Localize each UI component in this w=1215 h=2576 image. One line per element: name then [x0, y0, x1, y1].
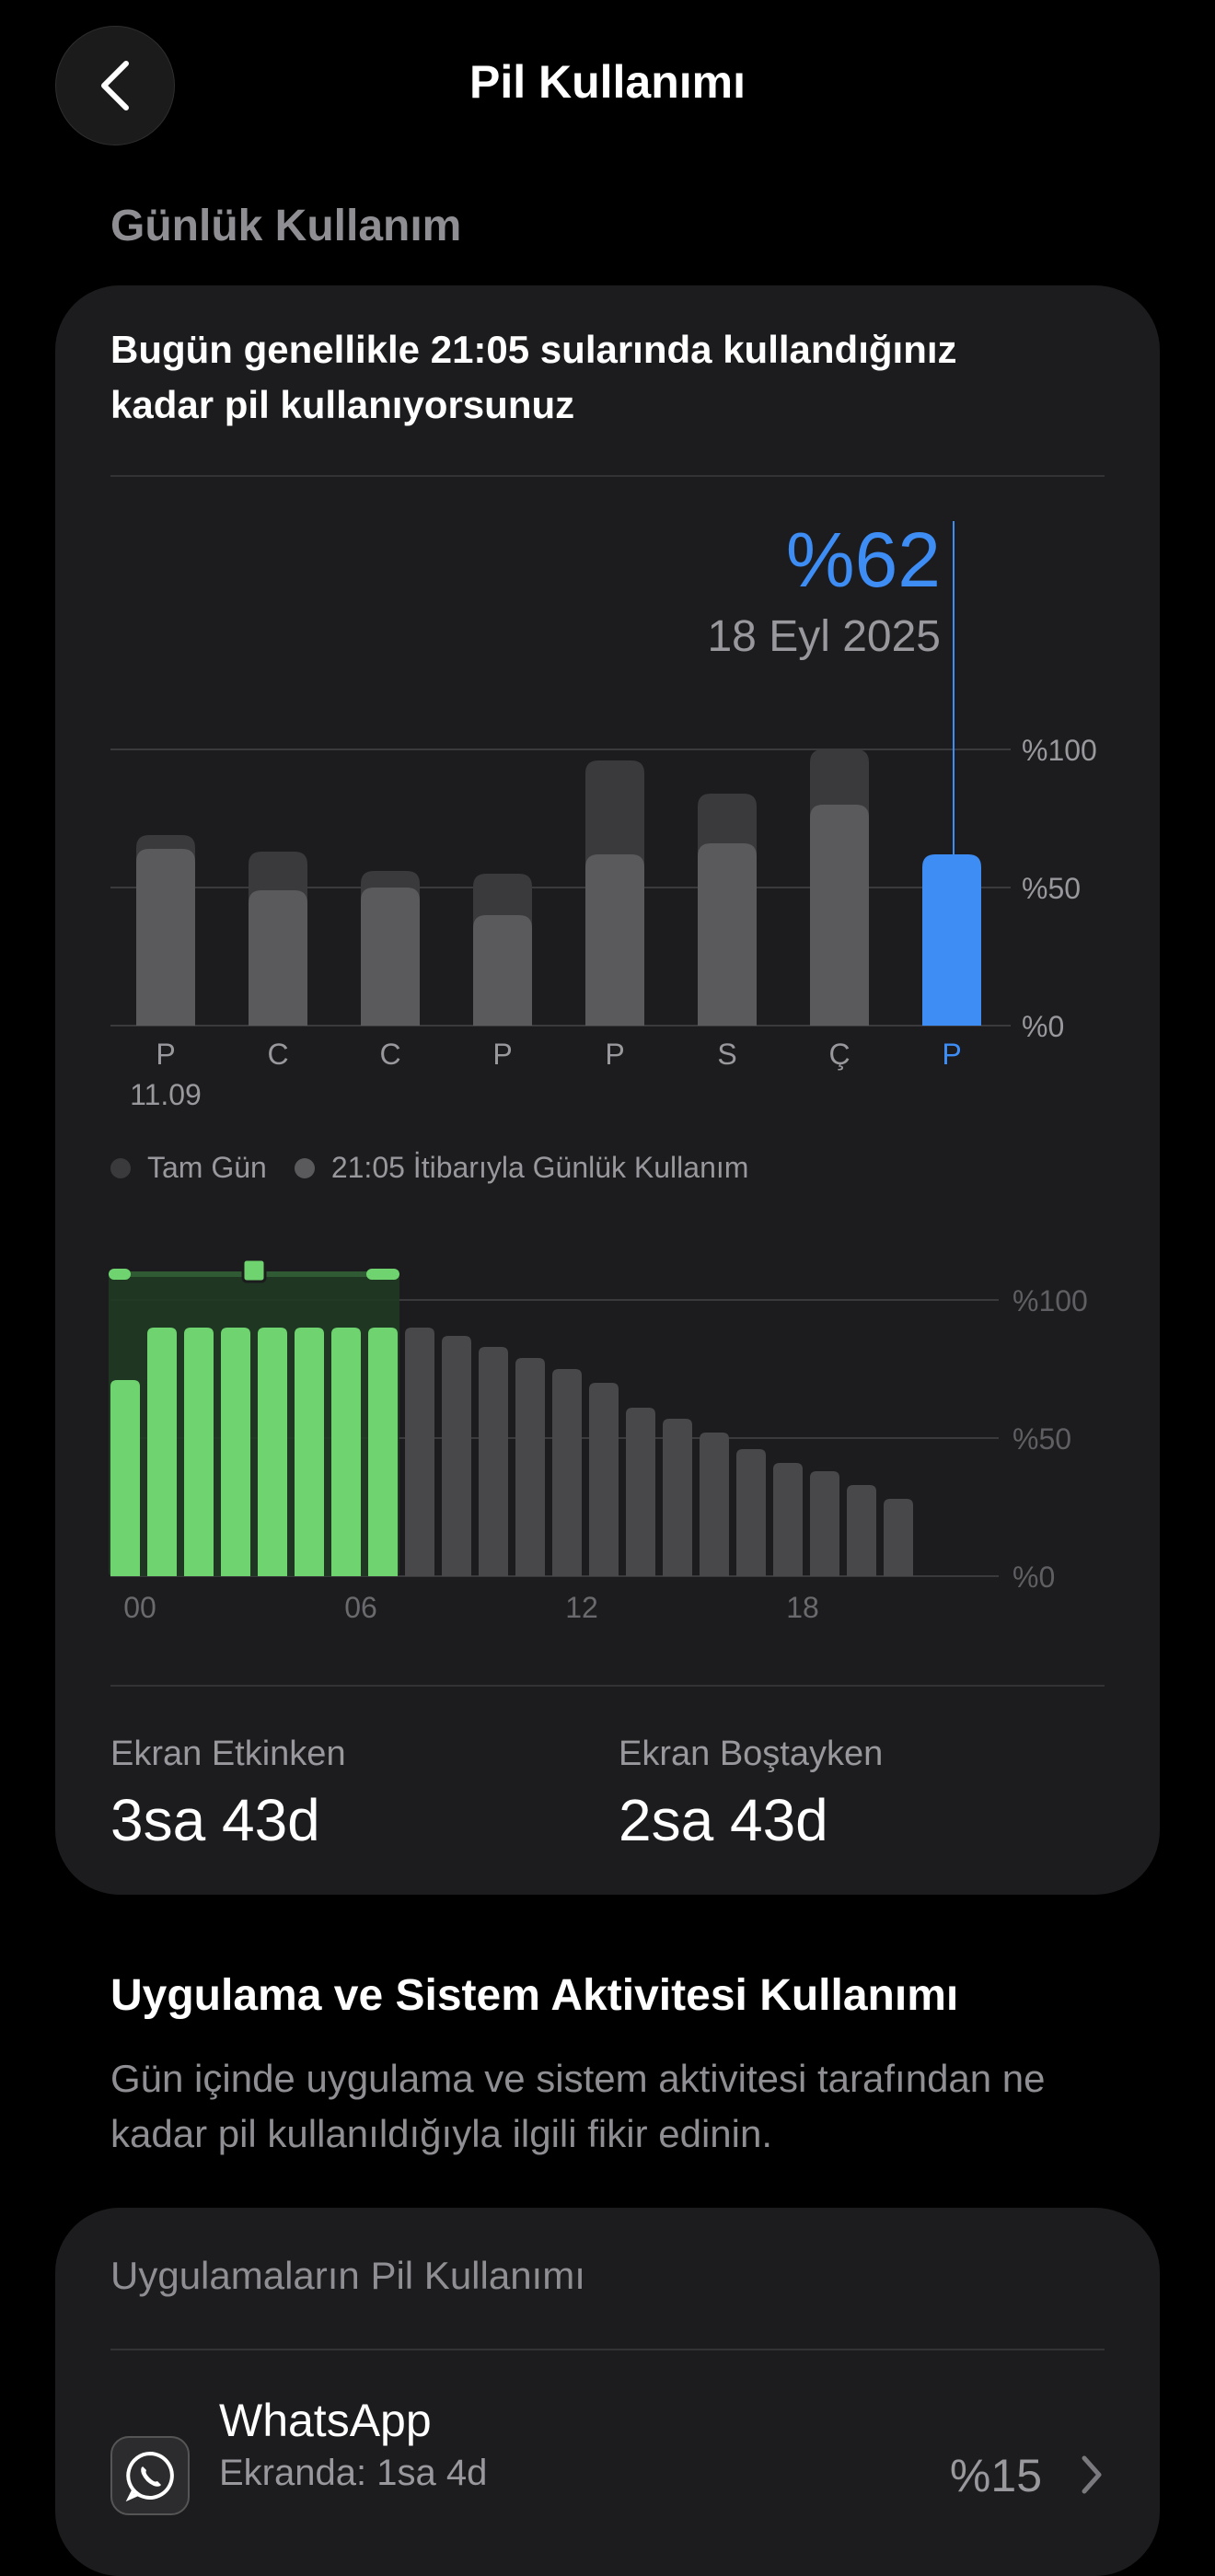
hourly-bar [626, 1408, 655, 1576]
hourly-bar [405, 1328, 434, 1576]
usage-headline: Bugün genellikle 21:05 sularında kulland… [110, 328, 957, 426]
legend-dot-partial [294, 1157, 315, 1178]
x-tick-label: 06 [344, 1591, 377, 1624]
weekly-usage-chart[interactable]: %100 %50 %0 P 11.09 C C P P S Ç P [0, 516, 1215, 1123]
divider [110, 2349, 1105, 2350]
screen-on-label: Ekran Etkinken [110, 1735, 346, 1773]
selected-day-percent: %62 [785, 516, 941, 603]
partial-usage-bar [361, 888, 420, 1026]
hourly-bar-selected [331, 1328, 361, 1576]
hourly-bar [479, 1347, 508, 1576]
y-tick-label: %0 [1012, 1561, 1055, 1594]
x-tick-label: P [605, 1038, 624, 1071]
y-tick-label: %0 [1022, 1010, 1064, 1043]
chevron-left-icon [101, 61, 129, 110]
selection-handle-right [366, 1269, 399, 1280]
legend-label-full-day: Tam Gün [147, 1151, 267, 1184]
hourly-bar-selected [221, 1328, 250, 1576]
hourly-bar-selected [110, 1380, 140, 1576]
hourly-bar [773, 1463, 803, 1576]
x-tick-label: P [156, 1038, 175, 1071]
legend-dot-full-day [110, 1157, 131, 1178]
legend-item-full-day: Tam Gün [110, 1151, 267, 1185]
selection-range-background [109, 1274, 399, 1576]
y-tick-label: %100 [1012, 1284, 1088, 1317]
divider [110, 475, 1105, 477]
hourly-bar [442, 1336, 471, 1576]
x-date-label: 11.09 [130, 1078, 202, 1111]
hourly-bar-selected [184, 1328, 214, 1576]
screen-on-value: 3sa 43d [110, 1787, 320, 1853]
x-tick-label: 18 [786, 1591, 819, 1624]
x-tick-label: Ç [828, 1038, 850, 1071]
partial-usage-bar [136, 849, 195, 1026]
chevron-right-icon [1082, 2455, 1102, 2494]
partial-usage-bar [698, 843, 757, 1026]
hourly-bar [810, 1471, 839, 1576]
app-detail: Ekranda: 1sa 4d [219, 2453, 488, 2493]
app-name: WhatsApp [219, 2395, 432, 2446]
y-tick-label: %50 [1012, 1422, 1071, 1456]
hourly-bar [589, 1383, 619, 1576]
legend-label-partial: 21:05 İtibarıyla Günlük Kullanım [330, 1151, 749, 1184]
screen-idle-value: 2sa 43d [619, 1787, 828, 1853]
x-tick-label: C [379, 1038, 400, 1071]
divider [110, 1685, 1105, 1687]
hourly-bar-selected [368, 1328, 398, 1576]
activity-description: Gün içinde uygulama ve sistem aktivitesi… [110, 2057, 1046, 2155]
legend-item-partial: 21:05 İtibarıyla Günlük Kullanım [294, 1151, 749, 1185]
selection-handle-center [241, 1258, 267, 1283]
x-tick-label: P [492, 1038, 512, 1071]
x-tick-label: P [942, 1038, 961, 1071]
page-title: Pil Kullanımı [469, 56, 746, 108]
x-tick-label: 12 [565, 1591, 598, 1624]
daily-usage-heading: Günlük Kullanım [110, 202, 462, 250]
screen-idle-label: Ekran Boştayken [619, 1735, 884, 1773]
hourly-bar [847, 1485, 876, 1576]
x-tick-label: S [717, 1038, 736, 1071]
x-tick-label: C [267, 1038, 288, 1071]
app-usage-title: Uygulamaların Pil Kullanımı [110, 2254, 585, 2297]
whatsapp-icon [110, 2436, 190, 2515]
partial-usage-bar [585, 854, 644, 1026]
hourly-bar [700, 1433, 729, 1576]
hourly-bar-selected [295, 1328, 324, 1576]
partial-usage-bar [473, 915, 532, 1026]
daily-usage-card [55, 285, 1160, 1895]
partial-usage-bar [810, 805, 869, 1026]
y-tick-label: %100 [1022, 734, 1097, 767]
hourly-bar [736, 1449, 766, 1576]
hourly-bar [515, 1358, 545, 1576]
whatsapp-glyph-icon [125, 2451, 174, 2502]
selected-day-bar [922, 854, 981, 1026]
hourly-bar [552, 1369, 582, 1576]
x-tick-label: 00 [123, 1591, 156, 1624]
hourly-bar [663, 1419, 692, 1576]
hourly-bar-selected [147, 1328, 177, 1576]
back-button[interactable] [55, 26, 175, 145]
selection-handle-left [109, 1269, 131, 1280]
hourly-bar [884, 1499, 913, 1576]
y-tick-label: %50 [1022, 872, 1081, 905]
activity-title: Uygulama ve Sistem Aktivitesi Kullanımı [110, 1971, 959, 2020]
chart-legend: Tam Gün 21:05 İtibarıyla Günlük Kullanım [110, 1151, 776, 1185]
hourly-bar-selected [258, 1328, 287, 1576]
hourly-usage-chart[interactable]: %100 %50 %0 00 06 12 18 [0, 1243, 1215, 1639]
partial-usage-bar [249, 890, 307, 1026]
selected-day-date: 18 Eyl 2025 [707, 612, 941, 661]
app-percent: %15 [949, 2450, 1042, 2501]
